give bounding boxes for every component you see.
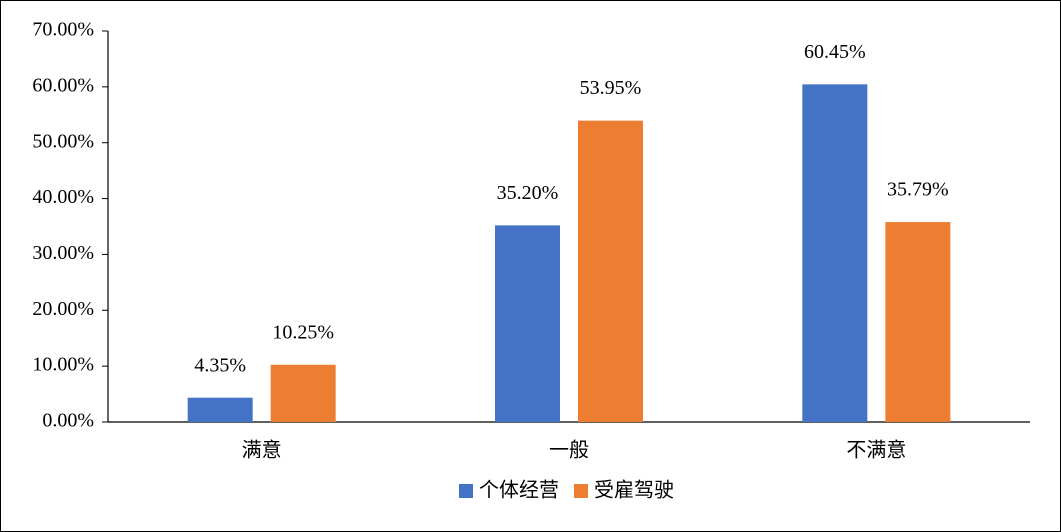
legend-swatch — [459, 484, 473, 498]
x-tick-label: 满意 — [242, 439, 282, 462]
y-tick-label: 50.00% — [32, 130, 94, 152]
y-tick-label: 70.00% — [32, 19, 94, 41]
bar — [270, 364, 336, 422]
bar — [187, 397, 253, 422]
data-label: 53.95% — [580, 77, 642, 99]
y-tick-label: 30.00% — [32, 242, 94, 264]
y-tick-label: 10.00% — [32, 354, 94, 376]
x-tick-label: 不满意 — [846, 439, 906, 462]
data-label: 35.79% — [887, 179, 949, 201]
data-label: 60.45% — [804, 41, 866, 63]
bar — [802, 84, 868, 423]
bar — [495, 225, 560, 422]
bar — [578, 120, 643, 423]
legend-label: 个体经营 — [479, 479, 559, 502]
x-tick-label: 一般 — [549, 439, 589, 462]
data-label: 35.20% — [497, 182, 559, 204]
legend-label: 受雇驾驶 — [594, 479, 674, 502]
y-tick-label: 20.00% — [32, 298, 94, 320]
data-label: 10.25% — [272, 321, 334, 343]
y-tick-label: 60.00% — [32, 74, 94, 96]
data-label: 4.35% — [194, 354, 246, 376]
bar — [885, 222, 951, 422]
y-tick-label: 0.00% — [42, 410, 94, 432]
legend-swatch — [574, 484, 588, 498]
y-tick-label: 40.00% — [32, 186, 94, 208]
